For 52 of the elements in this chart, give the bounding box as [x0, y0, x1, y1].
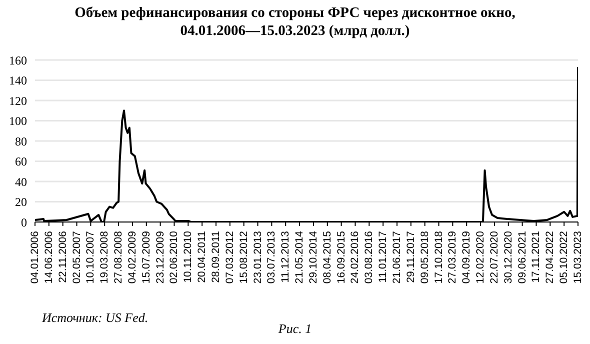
x-tick-label: 28.09.2011 [210, 230, 222, 283]
x-tick-label: 24.02.2016 [349, 230, 362, 284]
x-tick-label: 27.08.2008 [112, 230, 125, 284]
x-tick-label: 03.08.2016 [363, 230, 376, 284]
y-tick-label: 120 [9, 94, 27, 108]
x-tick-label: 21.05.2014 [294, 230, 306, 284]
x-tick-label: 09.06.2021 [516, 230, 528, 284]
chart-title: Объем рефинансирования со стороны ФРС через дисконтное окно, 04.01.2006—15.03.2023 (млрд долл.) [74, 4, 516, 40]
y-tick-label: 100 [9, 114, 27, 128]
x-tick-label: 19.03.2008 [98, 230, 111, 284]
x-tick-label: 16.09.2015 [335, 230, 348, 284]
x-tick-label: 23.12.2009 [154, 230, 166, 284]
x-tick-label: 15.08.2012 [238, 230, 250, 284]
x-tick-label: 15.03.2023 [572, 230, 584, 284]
x-tick-label: 21.06.2017 [391, 230, 403, 284]
x-tick-label: 23.01.2013 [252, 230, 264, 284]
x-tick-label: 08.04.2015 [321, 230, 334, 284]
x-tick-label: 27.04.2022 [544, 230, 556, 284]
x-tick-label: 03.07.2013 [266, 230, 278, 284]
x-tick-label: 29.10.2014 [307, 230, 320, 284]
text: Источник: US Fed. [42, 310, 148, 326]
x-tick-label: 12.02.2020 [474, 230, 487, 284]
y-tick-label: 60 [15, 154, 27, 169]
x-tick-label: 22.07.2020 [488, 230, 500, 284]
x-tick-label: 09.05.2018 [418, 230, 431, 284]
x-tick-label: 02.05.2007 [70, 230, 83, 284]
x-tick-label: 11.01.2017 [377, 230, 390, 283]
x-tick-label: 04.09.2019 [460, 230, 473, 284]
x-tick-label: 14.06.2006 [42, 230, 55, 284]
x-tick-label: 30.12.2020 [502, 230, 514, 284]
y-tick-label: 160 [9, 53, 27, 68]
x-tick-label: 20.04.2011 [196, 230, 208, 283]
y-tick-label: 40 [15, 174, 27, 189]
text: Рис. 1 [278, 321, 312, 336]
x-tick-label: 04.01.2006 [29, 230, 41, 284]
x-tick-label: 17.11.2021 [530, 230, 542, 283]
x-tick-label: 07.03.2012 [224, 230, 236, 284]
x-tick-label: 05.10.2022 [558, 230, 570, 284]
y-tick-label: 20 [15, 195, 27, 210]
y-tick-label: 0 [21, 215, 27, 230]
y-tick-label: 80 [15, 134, 27, 148]
x-tick-label: 04.02.2009 [126, 230, 138, 284]
x-tick-label: 10.11.2010 [182, 230, 194, 283]
x-tick-label: 22.11.2006 [56, 230, 69, 283]
y-tick-label: 140 [9, 74, 27, 88]
x-tick-label: 11.12.2013 [280, 230, 292, 283]
x-tick-label: 17.10.2018 [432, 230, 445, 284]
x-tick-label: 29.11.2017 [404, 230, 417, 283]
x-tick-label: 15.07.2009 [140, 230, 152, 284]
x-tick-label: 27.03.2019 [446, 230, 459, 284]
x-tick-label: 02.06.2010 [168, 230, 180, 284]
x-tick-label: 10.10.2007 [84, 230, 97, 284]
